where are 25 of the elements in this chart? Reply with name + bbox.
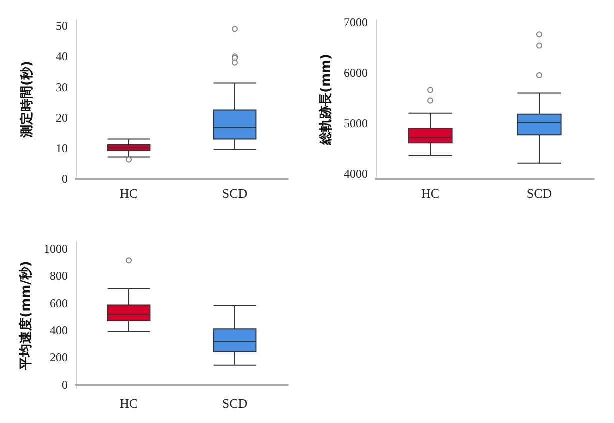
y-tick-label: 0 (62, 378, 68, 392)
y-tick-label: 7000 (344, 16, 368, 30)
y-axis-title: 測定時間(秒) (19, 61, 35, 139)
y-tick-label: 6000 (344, 66, 368, 80)
y-tick-label: 5000 (344, 116, 368, 130)
x-tick-label: HC (120, 396, 138, 411)
y-tick-label: 4000 (344, 166, 368, 181)
y-tick-label: 0 (62, 172, 68, 186)
y-tick-label: 400 (50, 323, 68, 338)
y-axis-title: 総軌跡長(mm) (318, 54, 334, 146)
y-tick-label: 1000 (44, 242, 68, 256)
y-tick-label: 40 (56, 50, 68, 64)
y-axis-title: 平均速度(mm/秒) (18, 261, 34, 371)
x-tick-label: SCD (222, 396, 248, 411)
y-tick-label: 20 (56, 110, 68, 125)
y-tick-label: 200 (50, 350, 68, 365)
x-tick-label: SCD (526, 186, 552, 201)
x-tick-label: HC (421, 186, 440, 201)
y-tick-label: 30 (56, 80, 68, 94)
y-tick-label: 800 (50, 269, 68, 284)
y-tick-label: 50 (56, 19, 68, 34)
x-tick-label: SCD (222, 186, 248, 201)
y-tick-label: 10 (56, 141, 68, 156)
x-tick-label: HC (120, 186, 138, 201)
y-tick-label: 600 (50, 296, 68, 310)
